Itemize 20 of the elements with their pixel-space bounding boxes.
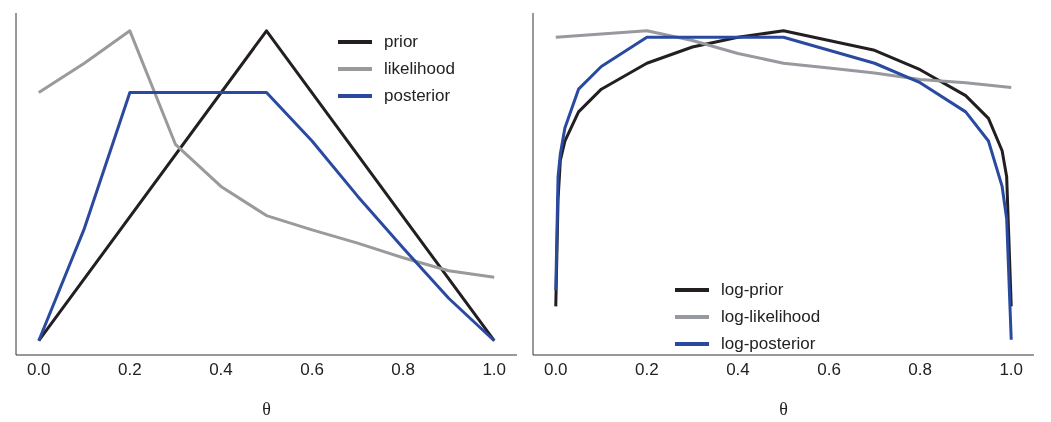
x-tick-label: 0.8 <box>391 360 415 380</box>
x-axis-title: θ <box>262 399 271 419</box>
x-axis-title: θ <box>779 399 788 419</box>
x-tick-label: 1.0 <box>482 360 507 380</box>
legend-label: log-likelihood <box>721 306 821 327</box>
x-tick-label: 0.6 <box>300 360 324 380</box>
legend-label: posterior <box>384 85 451 106</box>
x-tick-label: 0.2 <box>635 360 659 380</box>
x-tick-label: 0.0 <box>26 360 51 380</box>
legend-label: likelihood <box>384 58 455 79</box>
x-tick-label: 0.4 <box>209 360 233 380</box>
x-tick-label: 0.0 <box>543 360 568 380</box>
x-tick-label: 0.8 <box>908 360 932 380</box>
x-tick-label: 0.6 <box>817 360 841 380</box>
x-tick-label: 0.2 <box>118 360 142 380</box>
legend-label: log-posterior <box>721 333 816 354</box>
legend-label: log-prior <box>721 279 784 300</box>
x-tick-label: 1.0 <box>999 360 1024 380</box>
x-tick-label: 0.4 <box>726 360 750 380</box>
legend-label: prior <box>384 31 419 52</box>
